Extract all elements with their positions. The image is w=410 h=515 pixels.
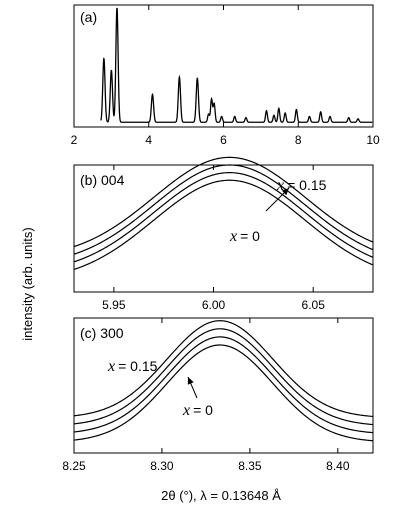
series-line — [73, 344, 374, 442]
x-axis-title: 2θ (°), λ = 0.13648 Å — [161, 488, 281, 503]
x-tick-label: 5.95 — [102, 298, 126, 312]
diffraction-pattern-line — [100, 7, 373, 123]
x-tick-label: 6 — [220, 133, 227, 147]
panel-label: (b) 004 — [80, 172, 125, 188]
panel-label: (c) 300 — [80, 325, 124, 341]
series-line — [73, 179, 374, 271]
plot-frame — [73, 317, 374, 454]
series-line — [73, 172, 374, 263]
annotation-x-min: x = 0 — [182, 402, 213, 419]
x-tick-label: 6.05 — [302, 298, 326, 312]
series-line — [73, 320, 374, 418]
panel-a: 2 4 6 8 10 (a) — [71, 4, 380, 147]
series-line — [73, 336, 374, 434]
x-tick-label: 8.40 — [326, 459, 350, 473]
series-line — [73, 164, 374, 255]
x-tick-label: 4 — [145, 133, 152, 147]
panel-label: (a) — [80, 9, 97, 25]
arrow-head — [281, 188, 289, 196]
x-tick-label: 8 — [295, 133, 302, 147]
x-tick-label: 2 — [71, 133, 78, 147]
series-line — [73, 328, 374, 426]
series-line — [73, 156, 374, 248]
arrow-head — [187, 377, 194, 385]
x-tick-label: 8.30 — [150, 459, 174, 473]
annotation-x-max: x = 0.15 — [276, 177, 327, 194]
x-tick-label: 10 — [366, 133, 380, 147]
panel-b: 5.95 6.00 6.05 (b) 004 x = 0.15 x = 0 — [73, 156, 374, 312]
x-tick-label: 8.25 — [62, 459, 86, 473]
annotation-x-min: x = 0 — [229, 228, 260, 245]
annotation-x-max: x = 0.15 — [107, 358, 158, 375]
x-tick-label: 6.00 — [202, 298, 226, 312]
y-axis-title: intensity (arb. units) — [20, 227, 35, 340]
panel-c: 8.25 8.30 8.35 8.40 (c) 300 x = 0.15 x = 0 — [62, 317, 374, 473]
x-tick-label: 8.35 — [238, 459, 262, 473]
